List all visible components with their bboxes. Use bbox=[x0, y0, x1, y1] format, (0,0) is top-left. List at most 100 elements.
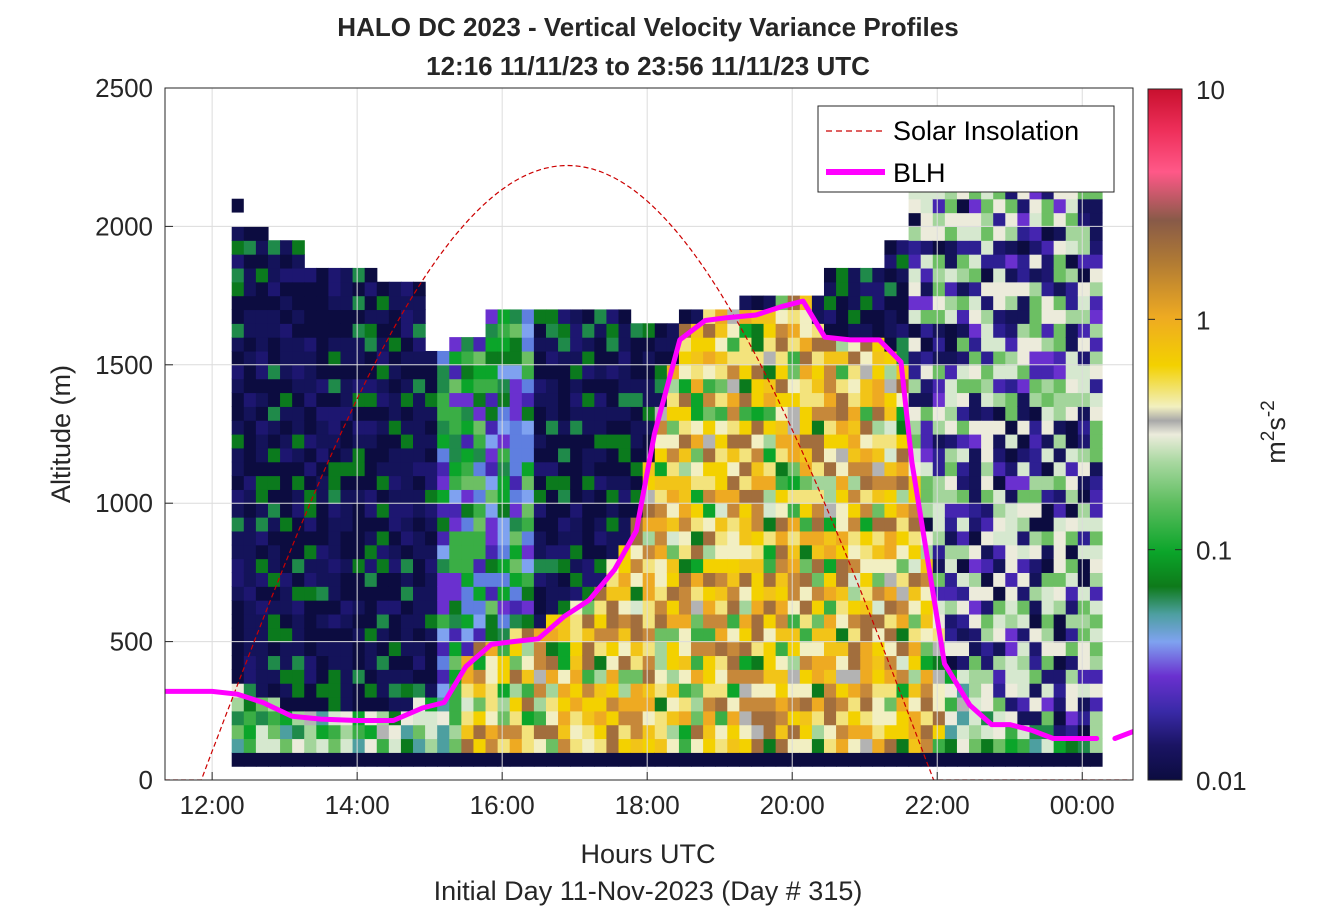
heatmap-cell bbox=[1065, 240, 1079, 255]
heatmap-cell bbox=[678, 461, 692, 477]
heatmap-cell bbox=[316, 475, 330, 490]
heatmap-cell bbox=[594, 627, 608, 643]
heatmap-cell bbox=[267, 489, 281, 504]
heatmap-cell bbox=[811, 544, 825, 560]
heatmap-cell bbox=[703, 420, 716, 435]
heatmap-cell bbox=[558, 517, 571, 532]
heatmap-cell bbox=[267, 461, 281, 477]
heatmap-cell bbox=[666, 600, 680, 615]
heatmap-cell bbox=[376, 517, 390, 532]
heatmap-cell bbox=[340, 696, 354, 712]
heatmap-cell bbox=[340, 683, 354, 698]
heatmap-cell bbox=[715, 586, 728, 601]
heatmap-cell bbox=[944, 406, 958, 421]
heatmap-cell bbox=[606, 641, 620, 657]
heatmap-cell bbox=[1005, 613, 1018, 629]
heatmap-cell bbox=[352, 337, 366, 352]
heatmap-cell bbox=[896, 530, 910, 546]
heatmap-cell bbox=[884, 683, 898, 698]
heatmap-cell bbox=[473, 544, 487, 560]
heatmap-cell bbox=[1077, 696, 1091, 712]
heatmap-cell bbox=[352, 447, 366, 463]
heatmap-cell bbox=[884, 517, 898, 532]
heatmap-cell bbox=[944, 378, 958, 394]
heatmap-cell bbox=[860, 392, 873, 407]
heatmap-cell bbox=[775, 613, 789, 629]
heatmap-cell bbox=[763, 600, 777, 615]
heatmap-cell bbox=[316, 558, 330, 573]
heatmap-cell bbox=[364, 558, 378, 573]
heatmap-cell bbox=[908, 517, 922, 532]
heatmap-cell bbox=[981, 281, 994, 297]
heatmap-cell bbox=[461, 378, 475, 394]
heatmap-cell bbox=[896, 696, 910, 712]
heatmap-cell bbox=[243, 655, 257, 670]
colorbar-label: m2s-2 bbox=[1258, 400, 1291, 463]
heatmap-cell bbox=[304, 406, 317, 421]
heatmap-cell bbox=[775, 378, 789, 394]
heatmap-cell bbox=[497, 752, 511, 767]
heatmap-cell bbox=[751, 434, 765, 449]
heatmap-cell bbox=[956, 254, 970, 269]
heatmap-cell bbox=[642, 350, 656, 366]
heatmap-cell bbox=[896, 323, 910, 338]
heatmap-cell bbox=[267, 378, 281, 394]
heatmap-cell bbox=[666, 544, 680, 560]
heatmap-cell bbox=[811, 683, 825, 698]
heatmap-cell bbox=[884, 378, 898, 394]
heatmap-cell bbox=[231, 350, 245, 366]
heatmap-cell bbox=[872, 295, 886, 311]
heatmap-cell bbox=[787, 613, 801, 629]
heatmap-cell bbox=[884, 240, 898, 255]
heatmap-cell bbox=[449, 392, 462, 407]
heatmap-cell bbox=[872, 558, 886, 573]
heatmap-cell bbox=[944, 309, 958, 324]
heatmap-cell bbox=[570, 350, 583, 366]
heatmap-cell bbox=[860, 586, 873, 601]
heatmap-cell bbox=[836, 503, 849, 518]
heatmap-cell bbox=[739, 350, 753, 366]
heatmap-cell bbox=[437, 724, 450, 740]
heatmap-cell bbox=[981, 461, 994, 477]
heatmap-cell bbox=[304, 572, 317, 587]
heatmap-cell bbox=[1029, 544, 1043, 560]
heatmap-cell bbox=[1053, 489, 1067, 504]
heatmap-cell bbox=[328, 752, 342, 767]
heatmap-cell bbox=[267, 434, 281, 449]
heatmap-cell bbox=[582, 337, 595, 352]
heatmap-cell bbox=[836, 669, 849, 684]
heatmap-cell bbox=[1041, 447, 1055, 463]
heatmap-cell bbox=[678, 572, 692, 587]
heatmap-cell bbox=[231, 475, 245, 490]
heatmap-cell bbox=[594, 752, 608, 767]
heatmap-cell bbox=[787, 461, 801, 477]
heatmap-cell bbox=[860, 641, 873, 657]
heatmap-cell bbox=[316, 461, 330, 477]
heatmap-cell bbox=[787, 710, 801, 726]
heatmap-cell bbox=[848, 503, 861, 518]
heatmap-cell bbox=[352, 309, 366, 324]
heatmap-cell bbox=[799, 572, 813, 587]
heatmap-cell bbox=[618, 641, 632, 657]
heatmap-cell bbox=[884, 503, 898, 518]
heatmap-cell bbox=[1005, 378, 1018, 394]
heatmap-cell bbox=[884, 627, 898, 643]
heatmap-cell bbox=[449, 558, 462, 573]
heatmap-cell bbox=[618, 600, 632, 615]
heatmap-cell bbox=[1077, 392, 1091, 407]
heatmap-cell bbox=[1029, 434, 1043, 449]
heatmap-cell bbox=[642, 517, 656, 532]
heatmap-cell bbox=[981, 558, 994, 573]
heatmap-cell bbox=[437, 420, 450, 435]
heatmap-cell bbox=[908, 669, 922, 684]
heatmap-cell bbox=[956, 724, 970, 740]
heatmap-cell bbox=[388, 281, 402, 297]
heatmap-cell bbox=[811, 517, 825, 532]
heatmap-cell bbox=[654, 364, 668, 380]
heatmap-cell bbox=[775, 406, 789, 421]
heatmap-cell bbox=[606, 447, 620, 463]
heatmap-cell bbox=[787, 669, 801, 684]
heatmap-cell bbox=[932, 198, 946, 214]
heatmap-cell bbox=[292, 503, 305, 518]
heatmap-cell bbox=[521, 406, 535, 421]
